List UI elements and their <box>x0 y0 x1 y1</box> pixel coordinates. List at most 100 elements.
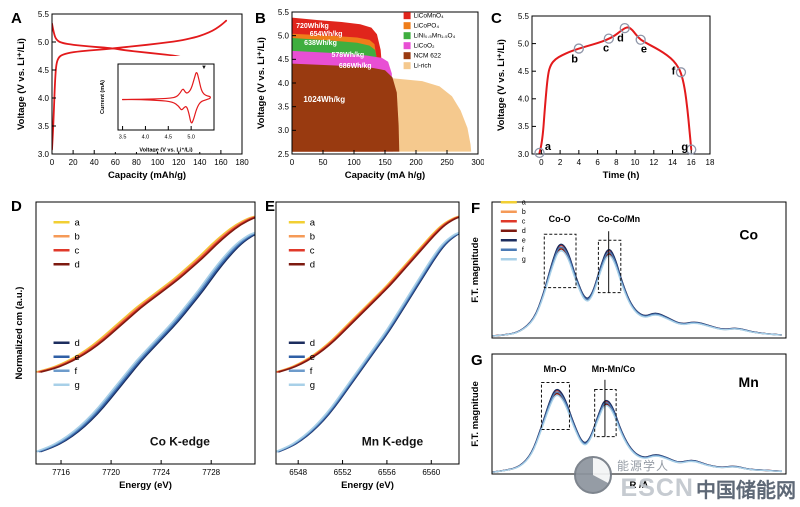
svg-text:b: b <box>310 232 315 243</box>
svg-text:4.5: 4.5 <box>278 55 290 64</box>
svg-text:3.5: 3.5 <box>518 122 530 131</box>
svg-text:1024Wh/kg: 1024Wh/kg <box>303 95 345 104</box>
svg-text:c: c <box>75 246 80 257</box>
svg-text:4.0: 4.0 <box>142 135 150 141</box>
watermark-brand-cn: 中国储能网 <box>696 480 796 502</box>
svg-text:Co-O: Co-O <box>549 214 571 224</box>
svg-text:3.5: 3.5 <box>38 122 50 131</box>
svg-text:120: 120 <box>172 158 186 167</box>
svg-text:Voltage (V vs. Li⁺/Li): Voltage (V vs. Li⁺/Li) <box>16 38 27 130</box>
svg-text:Energy (eV): Energy (eV) <box>119 480 172 491</box>
svg-text:Co-Co/Mn: Co-Co/Mn <box>598 214 641 224</box>
panel-a-inset-cv: 3.5 4.0 4.5 5.0 Voltage (V vs. Li⁺/Li) Curren… <box>96 56 220 152</box>
svg-text:578Wh/kg: 578Wh/kg <box>331 52 364 59</box>
svg-text:200: 200 <box>409 158 423 167</box>
svg-text:4.5: 4.5 <box>518 67 530 76</box>
svg-text:180: 180 <box>235 158 249 167</box>
svg-text:d: d <box>310 260 315 271</box>
svg-text:150: 150 <box>378 158 392 167</box>
svg-text:4.0: 4.0 <box>518 95 530 104</box>
svg-text:e: e <box>641 43 647 55</box>
svg-text:5.5: 5.5 <box>38 10 50 19</box>
svg-text:e: e <box>75 352 80 363</box>
svg-text:100: 100 <box>347 158 361 167</box>
svg-text:6548: 6548 <box>289 468 307 477</box>
svg-text:100: 100 <box>151 158 165 167</box>
svg-text:Mn-Mn/Co: Mn-Mn/Co <box>592 364 636 374</box>
svg-text:10: 10 <box>631 158 640 167</box>
svg-text:7728: 7728 <box>202 468 220 477</box>
svg-text:Co K-edge: Co K-edge <box>150 434 210 448</box>
svg-text:Capacity (mAh/g): Capacity (mAh/g) <box>108 170 186 181</box>
svg-text:80: 80 <box>132 158 141 167</box>
svg-text:3.5: 3.5 <box>119 135 127 141</box>
svg-text:F.T. magnitude: F.T. magnitude <box>470 237 481 302</box>
svg-text:b: b <box>522 209 526 216</box>
svg-text:f: f <box>310 366 313 377</box>
svg-text:LiCoMnO₄: LiCoMnO₄ <box>414 13 444 20</box>
svg-text:g: g <box>75 380 80 391</box>
svg-text:638Wh/kg: 638Wh/kg <box>304 40 337 47</box>
svg-text:b: b <box>571 53 578 65</box>
svg-text:▼: ▼ <box>201 65 207 71</box>
svg-text:e: e <box>522 238 526 245</box>
panel-e-mn-k-edge-xanes: 6548 6552 6556 6560 Energy (eV) Mn K-edge a b c d… <box>262 194 464 500</box>
svg-text:Voltage (V vs. Li⁺/Li): Voltage (V vs. Li⁺/Li) <box>256 37 267 129</box>
energy-scholar-logo-icon <box>574 456 612 494</box>
svg-text:NCM 622: NCM 622 <box>414 53 442 60</box>
svg-text:e: e <box>310 352 315 363</box>
watermark-brand-escn: ESCN <box>620 474 694 502</box>
svg-text:F.T. magnitude: F.T. magnitude <box>470 381 481 446</box>
svg-text:d: d <box>75 338 80 349</box>
svg-text:2: 2 <box>558 158 563 167</box>
svg-text:LiNi₀.₅Mn₁.₅O₄: LiNi₀.₅Mn₁.₅O₄ <box>414 33 456 40</box>
watermark-brand-row: ESCN 中国储能网 <box>621 474 796 503</box>
svg-text:a: a <box>545 141 552 153</box>
svg-text:5.0: 5.0 <box>518 39 530 48</box>
svg-text:f: f <box>75 366 78 377</box>
watermark: 能源学人 ESCN 中国储能网 <box>571 449 796 505</box>
svg-text:300: 300 <box>471 158 484 167</box>
svg-text:a: a <box>75 218 81 229</box>
svg-text:4.5: 4.5 <box>164 135 172 141</box>
svg-text:8: 8 <box>614 158 619 167</box>
svg-text:20: 20 <box>69 158 78 167</box>
svg-text:7720: 7720 <box>102 468 120 477</box>
svg-text:4.0: 4.0 <box>38 94 50 103</box>
svg-text:Current (mA): Current (mA) <box>100 80 106 114</box>
svg-text:F: F <box>471 200 480 217</box>
svg-text:E: E <box>265 198 275 215</box>
svg-text:5.5: 5.5 <box>518 12 530 21</box>
watermark-badge-text: 能源学人 <box>617 459 670 473</box>
svg-text:4.5: 4.5 <box>38 66 50 75</box>
svg-text:14: 14 <box>668 158 677 167</box>
svg-text:d: d <box>310 338 315 349</box>
panel-f-co-exafs: F.T. magnitude Co-O Co-Co/Mn Co a b c d e f g F <box>468 196 792 346</box>
panel-a-charge-discharge: 0 20 40 60 80 100 120 140 160 180 3.0 3.5 4.0 4.5 5.0 5… <box>8 6 250 188</box>
svg-text:D: D <box>11 198 22 215</box>
panel-b-energy-density-map: 0 50 100 150 200 250 300 2.5 3.0 3.5 4.0 4.5 5.0 5.5 C… <box>252 6 484 188</box>
svg-text:3.0: 3.0 <box>518 150 530 159</box>
svg-text:B: B <box>255 10 266 27</box>
svg-text:d: d <box>75 260 80 271</box>
svg-text:Mn K-edge: Mn K-edge <box>362 434 424 448</box>
svg-text:c: c <box>310 246 315 257</box>
svg-text:5.0: 5.0 <box>38 38 50 47</box>
svg-text:3.0: 3.0 <box>38 150 50 159</box>
svg-text:R /Å: R /Å <box>630 480 649 491</box>
svg-text:Li-rich: Li-rich <box>414 63 432 70</box>
svg-text:LiCoO₂: LiCoO₂ <box>414 43 435 50</box>
svg-text:16: 16 <box>687 158 696 167</box>
svg-text:60: 60 <box>111 158 120 167</box>
svg-text:Mn: Mn <box>739 374 759 390</box>
svg-text:G: G <box>471 352 483 369</box>
svg-text:160: 160 <box>214 158 228 167</box>
svg-text:720Wh/kg: 720Wh/kg <box>296 23 329 30</box>
svg-text:686Wh/kg: 686Wh/kg <box>339 63 372 70</box>
svg-text:12: 12 <box>649 158 658 167</box>
svg-text:654Wh/kg: 654Wh/kg <box>310 31 343 38</box>
svg-text:a: a <box>522 200 526 207</box>
svg-text:Mn-O: Mn-O <box>544 364 567 374</box>
svg-text:5.0: 5.0 <box>187 135 195 141</box>
